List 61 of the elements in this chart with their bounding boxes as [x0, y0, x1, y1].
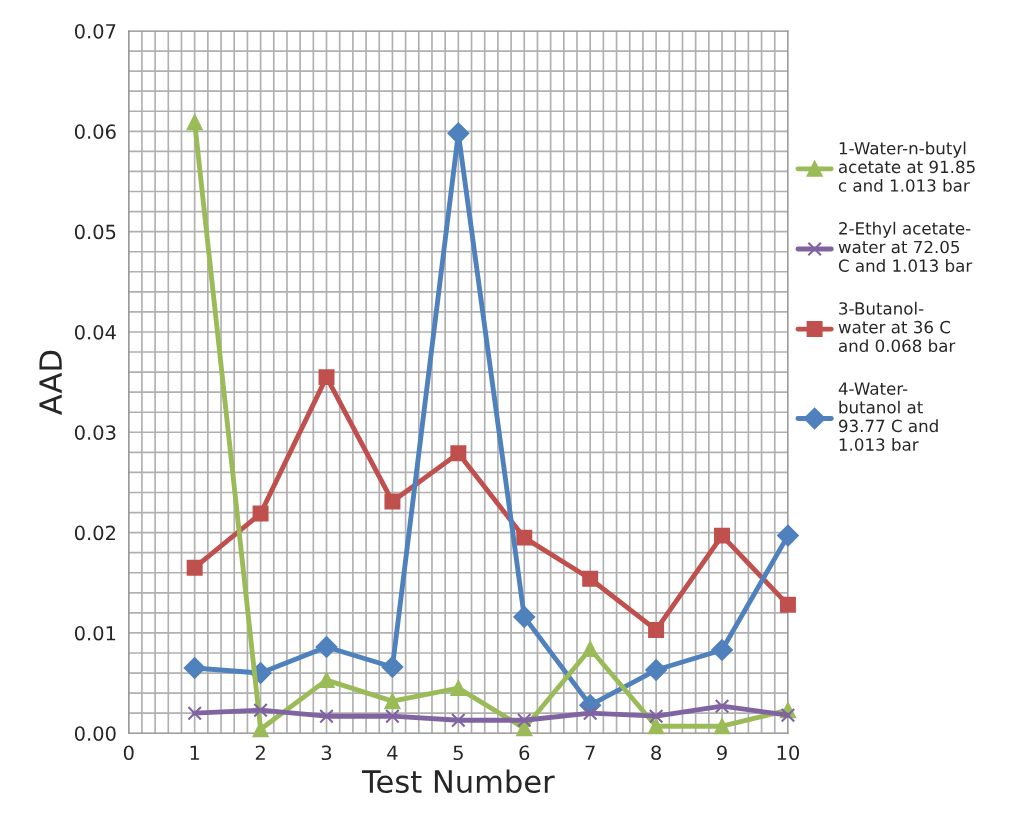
y-axis-title: AAD [39, 350, 62, 415]
point [384, 493, 401, 510]
legend-label: 2-Ethyl acetate- water at 72.05 C and 1.013 bar [838, 221, 973, 272]
x-tick-label: 0 [123, 745, 134, 761]
x-tick-label: 8 [651, 745, 661, 761]
y-tick-label: 0.06 [74, 124, 116, 139]
point [582, 641, 599, 657]
point [187, 705, 202, 721]
point [648, 708, 664, 724]
point [252, 721, 269, 738]
point [186, 114, 203, 131]
y-tick-label: 0.01 [74, 625, 116, 641]
point [714, 718, 731, 735]
point [447, 122, 470, 145]
point [253, 702, 268, 718]
x-tick-label: 4 [387, 745, 398, 760]
point [319, 708, 334, 724]
y-tick-label: 0.00 [74, 726, 116, 741]
x-tick-label: 2 [255, 745, 265, 760]
y-tick-label: 0.04 [74, 324, 116, 340]
point [777, 524, 799, 547]
y-tick-label: 0.07 [74, 23, 116, 39]
point [381, 656, 404, 678]
x-tick-label: 1 [190, 745, 200, 760]
point [516, 720, 533, 737]
point [711, 639, 733, 661]
point [450, 445, 467, 462]
y-tick-label: 0.02 [74, 525, 115, 541]
point [779, 596, 796, 613]
x-tick-label: 9 [717, 745, 727, 761]
point [183, 657, 206, 679]
x-tick-label: 6 [519, 745, 530, 761]
point [513, 606, 536, 628]
y-tick-label: 0.03 [74, 425, 116, 440]
legend-label: 1-Water-n-butyl acetate at 91.85 c and 1.013 bar [838, 141, 975, 192]
x-tick-label: 5 [453, 745, 463, 761]
point [384, 693, 401, 710]
point [186, 559, 203, 576]
x-tick-label: 3 [321, 745, 332, 761]
point [714, 698, 730, 714]
point [318, 369, 335, 386]
point [450, 680, 467, 697]
x-tick-label: 10 [777, 745, 800, 761]
point [780, 707, 796, 723]
x-axis-title: Test Number [361, 769, 555, 794]
point [252, 505, 269, 522]
legend-label: 3-Butanol- water at 36 C and 0.068 bar [838, 301, 956, 353]
y-tick-label: 0.05 [74, 224, 116, 240]
point [582, 570, 599, 587]
legend-label: 4-Water- butanol at 93.77 C and 1.013 bar [838, 382, 938, 451]
point [516, 712, 532, 728]
point [648, 621, 665, 638]
point [648, 718, 665, 735]
x-tick-label: 7 [585, 745, 595, 760]
point [714, 527, 731, 544]
point [516, 529, 533, 546]
point [451, 712, 466, 728]
point [645, 659, 667, 681]
point [318, 672, 335, 689]
point [385, 708, 400, 724]
point [315, 636, 338, 658]
